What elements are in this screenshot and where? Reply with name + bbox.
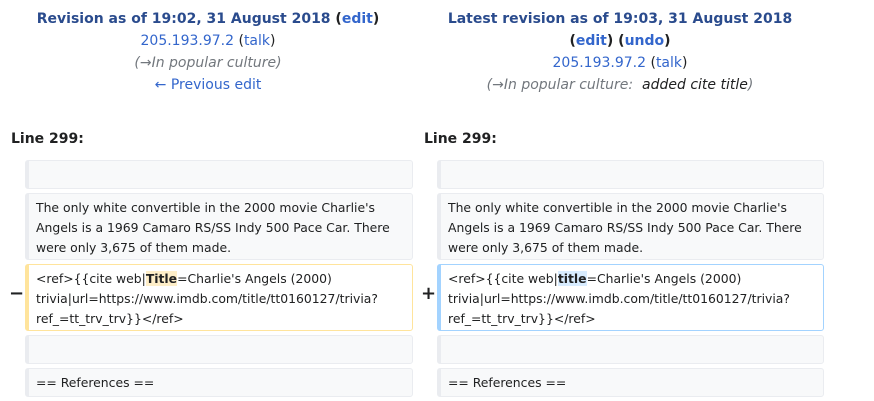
right-revision-title: Latest revision as of 19:03, 31 August 2… (420, 8, 820, 30)
deleted-line-marker: − (9, 283, 25, 304)
paren: ( (134, 55, 140, 71)
left-references-heading: == References == (25, 368, 413, 397)
left-empty-context-2 (25, 335, 413, 364)
left-revision-title-text[interactable]: Revision as of 19:02, 31 August 2018 (36, 11, 331, 27)
left-user-line: 205.193.97.2 (talk) (8, 30, 408, 52)
added-line: <ref>{{cite web|title=Charlie's Angels (… (437, 264, 824, 331)
left-line-number: Line 299: (11, 131, 84, 147)
right-empty-context-2 (437, 335, 824, 364)
right-context-paragraph: The only white convertible in the 2000 m… (437, 193, 824, 260)
left-empty-context (25, 160, 413, 189)
paren: ) (270, 33, 276, 49)
changed-suffix: =Charlie's Angels (2000) trivia|url=http… (448, 271, 790, 326)
right-user-line: 205.193.97.2 (talk) (420, 52, 820, 74)
left-context-paragraph: The only white convertible in the 2000 m… (25, 193, 413, 260)
summary-text: added cite title (642, 77, 748, 93)
changed-prefix: <ref>{{cite web| (448, 271, 558, 286)
right-revision-title-text[interactable]: Latest revision as of 19:03, 31 August 2… (447, 11, 793, 27)
left-revision-header: Revision as of 19:02, 31 August 2018 (ed… (8, 8, 408, 96)
previous-edit-link[interactable]: ← Previous edit (154, 77, 262, 93)
left-section-link[interactable]: →In popular culture (139, 55, 277, 71)
paren: ( (650, 55, 656, 71)
paren: ) (682, 55, 688, 71)
right-references-heading: == References == (437, 368, 824, 397)
right-action-links: (edit) (undo) (420, 30, 820, 52)
paren: ) (606, 33, 614, 49)
changed-suffix: =Charlie's Angels (2000) trivia|url=http… (36, 271, 378, 326)
paren: ( (618, 33, 625, 49)
added-line-marker: + (421, 283, 437, 304)
left-edit-summary: (→In popular culture) (8, 52, 408, 74)
paren: ( (569, 33, 576, 49)
paren: ( (486, 77, 493, 93)
left-edit-link[interactable]: edit (341, 11, 373, 27)
left-talk-link[interactable]: talk (243, 33, 271, 49)
right-empty-context (437, 160, 824, 189)
paren: ( (335, 11, 342, 27)
paren: ) (664, 33, 671, 49)
right-line-number: Line 299: (424, 131, 497, 147)
paren: ) (276, 55, 282, 71)
undo-link[interactable]: undo (624, 33, 665, 49)
changed-prefix: <ref>{{cite web| (36, 271, 146, 286)
right-user-link[interactable]: 205.193.97.2 (552, 55, 647, 71)
paren: ) (372, 11, 380, 27)
left-user-link[interactable]: 205.193.97.2 (140, 33, 235, 49)
deleted-line: <ref>{{cite web|Title=Charlie's Angels (… (25, 264, 413, 331)
added-word: title (557, 271, 587, 286)
right-edit-link[interactable]: edit (575, 33, 607, 49)
left-revision-title: Revision as of 19:02, 31 August 2018 (ed… (8, 8, 408, 30)
right-revision-header: Latest revision as of 19:03, 31 August 2… (420, 8, 820, 96)
paren: ( (238, 33, 244, 49)
paren: ) (747, 77, 754, 93)
right-edit-summary: (→In popular culture: added cite title) (420, 74, 820, 96)
deleted-word: Title (145, 271, 178, 286)
right-talk-link[interactable]: talk (655, 55, 683, 71)
previous-edit-line: ← Previous edit (8, 74, 408, 96)
right-section-link[interactable]: →In popular culture: (492, 77, 634, 93)
